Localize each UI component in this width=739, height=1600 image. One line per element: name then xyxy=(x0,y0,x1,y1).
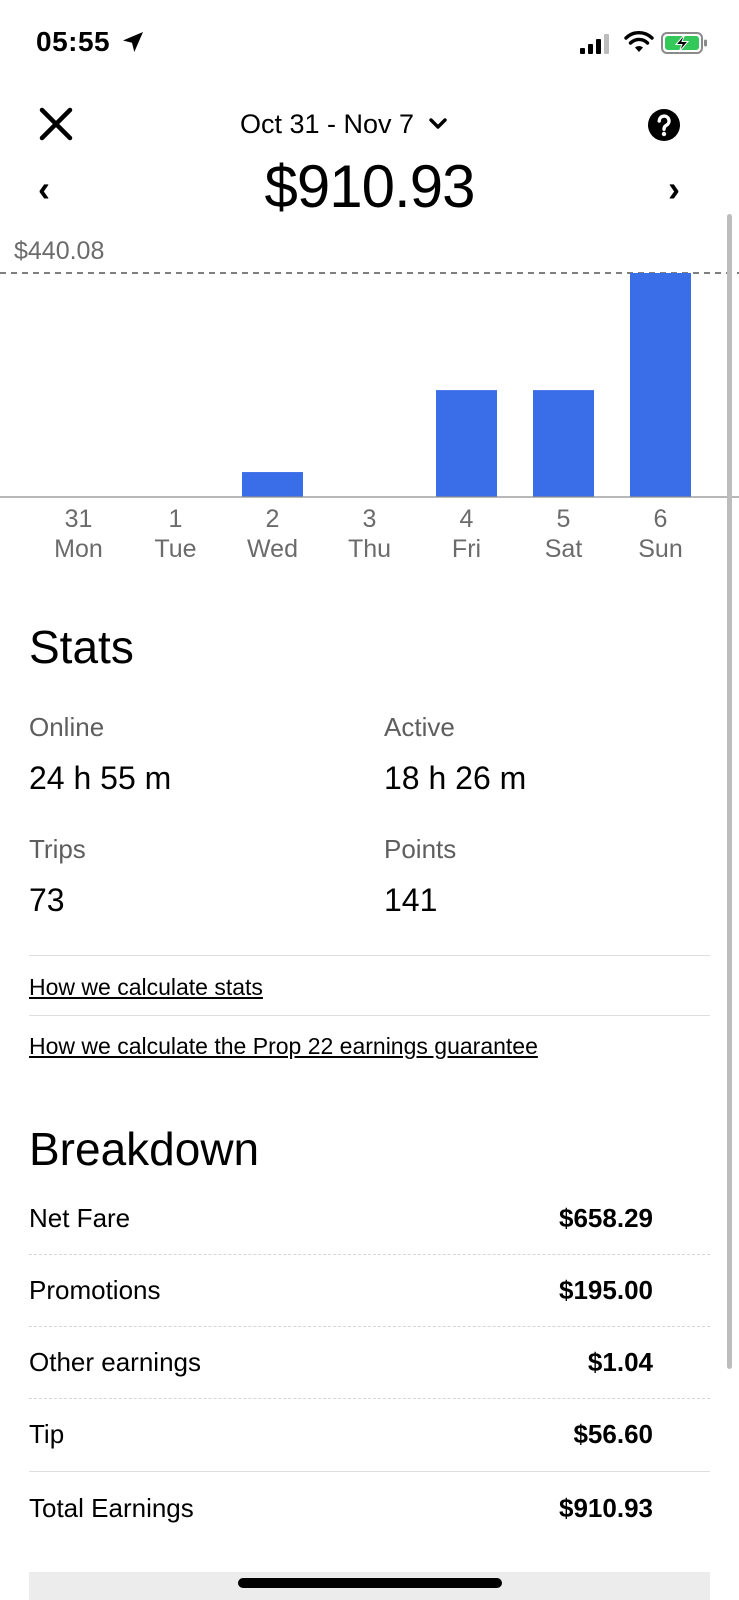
divider xyxy=(29,1471,710,1472)
stat-label-trips: Trips xyxy=(29,834,86,864)
scrollbar[interactable] xyxy=(727,214,732,1369)
x-tick-day: 5 xyxy=(557,505,571,533)
x-tick-weekday: Sat xyxy=(545,535,583,563)
weekly-total: $910.93 xyxy=(264,153,476,220)
x-tick-weekday: Wed xyxy=(247,535,298,563)
previous-week-button[interactable]: ‹ xyxy=(38,168,50,209)
breakdown-row-value: $658.29 xyxy=(559,1203,653,1233)
stat-value-online: 24 h 55 m xyxy=(29,760,172,796)
location-arrow-icon xyxy=(123,32,143,52)
stat-label-points: Points xyxy=(384,834,457,864)
x-tick-weekday: Sun xyxy=(638,535,682,563)
bar-sat[interactable] xyxy=(533,390,594,497)
x-tick-weekday: Mon xyxy=(54,535,103,563)
x-tick-weekday: Thu xyxy=(348,535,391,563)
stat-value-active: 18 h 26 m xyxy=(384,760,527,796)
cellular-signal-icon xyxy=(580,34,609,54)
row-separator xyxy=(29,1326,710,1327)
total-earnings-value: $910.93 xyxy=(559,1493,653,1523)
breakdown-heading: Breakdown xyxy=(29,1123,260,1175)
breakdown-row-label: Tip xyxy=(29,1419,65,1449)
breakdown-row-label: Other earnings xyxy=(29,1347,201,1377)
x-tick-day: 31 xyxy=(65,505,93,533)
x-tick-day: 2 xyxy=(266,505,280,533)
row-separator xyxy=(29,1254,710,1255)
bar-fri[interactable] xyxy=(436,390,497,497)
battery-charging-icon xyxy=(661,32,707,54)
close-button[interactable] xyxy=(36,104,76,144)
status-time: 05:55 xyxy=(36,26,111,57)
reference-line-label: $440.08 xyxy=(14,237,104,265)
x-tick-weekday: Fri xyxy=(452,535,481,563)
row-separator xyxy=(29,1398,710,1399)
x-tick-day: 6 xyxy=(654,505,668,533)
divider xyxy=(29,955,710,956)
breakdown-row-value: $195.00 xyxy=(559,1275,653,1305)
x-tick-day: 1 xyxy=(169,505,183,533)
total-earnings-label: Total Earnings xyxy=(29,1493,194,1523)
breakdown-row-label: Net Fare xyxy=(29,1203,131,1233)
x-tick-day: 4 xyxy=(460,505,474,533)
wifi-icon xyxy=(624,31,654,52)
stats-heading: Stats xyxy=(29,621,134,673)
bar-sun[interactable] xyxy=(630,273,691,497)
stat-value-trips: 73 xyxy=(29,882,65,918)
how-we-calculate-stats-link[interactable]: How we calculate stats xyxy=(29,974,263,1000)
next-week-button[interactable]: › xyxy=(668,168,680,209)
stat-label-active: Active xyxy=(384,712,455,742)
date-range-selector[interactable]: Oct 31 - Nov 7 xyxy=(240,104,448,144)
breakdown-row-value: $56.60 xyxy=(573,1419,653,1449)
stat-label-online: Online xyxy=(29,712,105,742)
breakdown-row-value: $1.04 xyxy=(587,1347,653,1377)
x-tick-day: 3 xyxy=(363,505,377,533)
breakdown-row-label: Promotions xyxy=(29,1275,161,1305)
prop-22-guarantee-link[interactable]: How we calculate the Prop 22 earnings gu… xyxy=(29,1033,538,1059)
chevron-down-icon xyxy=(429,118,447,129)
divider xyxy=(29,1015,710,1016)
stat-value-points: 141 xyxy=(384,882,438,918)
date-range-label: Oct 31 - Nov 7 xyxy=(240,108,415,139)
x-tick-weekday: Tue xyxy=(154,535,196,563)
bar-wed[interactable] xyxy=(242,472,303,497)
help-button[interactable] xyxy=(647,108,681,142)
home-indicator xyxy=(238,1578,502,1588)
